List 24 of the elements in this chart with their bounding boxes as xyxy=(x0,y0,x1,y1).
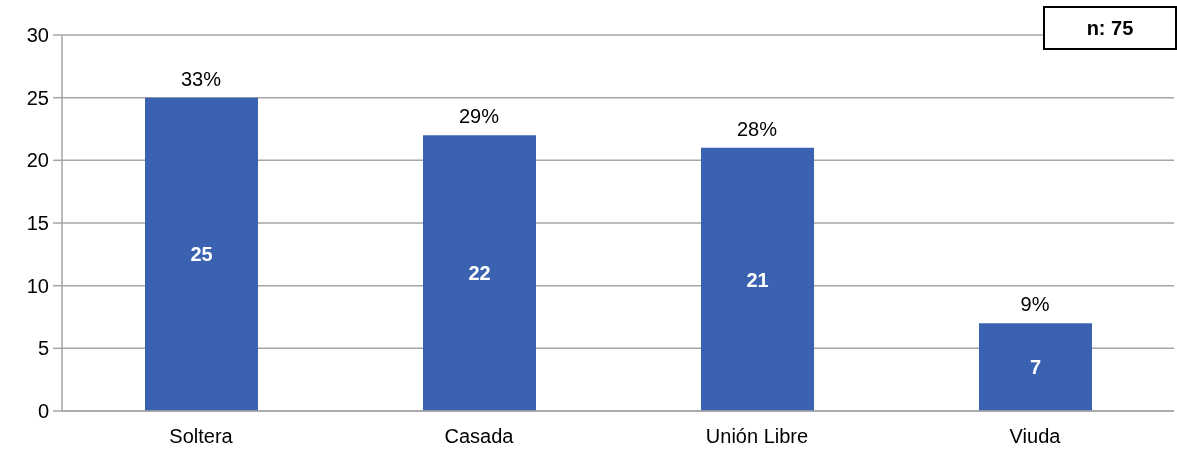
y-tick-label: 15 xyxy=(26,212,49,235)
y-tick-label: 30 xyxy=(26,24,49,47)
bar xyxy=(979,323,1092,411)
y-tick-label: 0 xyxy=(37,400,49,423)
x-tick-label: Soltera xyxy=(169,425,234,448)
data-label: 25 xyxy=(190,243,213,266)
bar xyxy=(423,135,536,411)
x-tick-label: Casada xyxy=(444,425,515,448)
bar xyxy=(145,97,258,411)
data-label: 22 xyxy=(468,262,491,285)
annotation: 33% xyxy=(180,67,222,90)
data-label: 21 xyxy=(746,268,769,291)
y-tick-label: 5 xyxy=(37,337,49,360)
y-tick-label: 25 xyxy=(26,86,49,109)
x-tick-label: Viuda xyxy=(1009,425,1062,448)
y-tick-label: 10 xyxy=(26,274,49,297)
y-tick-label: 20 xyxy=(26,149,49,172)
data-label: 7 xyxy=(1029,356,1042,379)
annotation: 28% xyxy=(736,117,778,140)
annotation: n: 75 xyxy=(1086,16,1134,40)
annotation: 9% xyxy=(1020,293,1050,316)
annotation: 29% xyxy=(458,105,500,128)
bar xyxy=(701,147,814,411)
x-tick-label: Unión Libre xyxy=(705,425,809,448)
